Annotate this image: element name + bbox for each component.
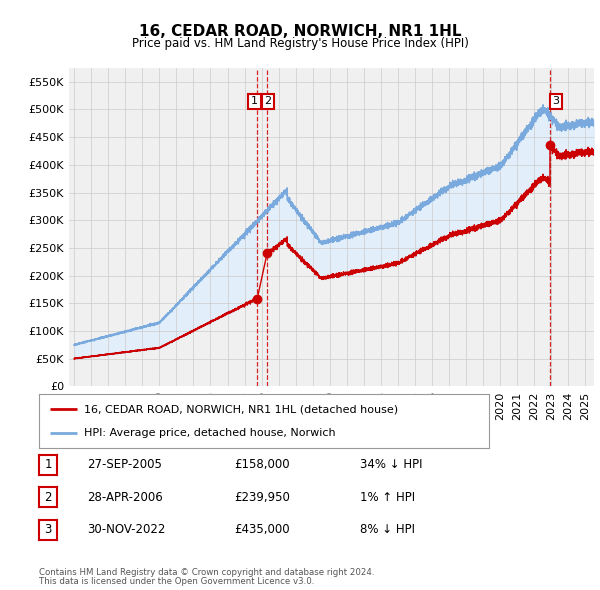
Text: Price paid vs. HM Land Registry's House Price Index (HPI): Price paid vs. HM Land Registry's House … (131, 37, 469, 50)
Text: 3: 3 (44, 523, 52, 536)
Text: 1: 1 (44, 458, 52, 471)
Text: 3: 3 (553, 96, 559, 106)
Text: £435,000: £435,000 (234, 523, 290, 536)
Text: 8% ↓ HPI: 8% ↓ HPI (360, 523, 415, 536)
Text: This data is licensed under the Open Government Licence v3.0.: This data is licensed under the Open Gov… (39, 577, 314, 586)
Text: 2: 2 (265, 96, 271, 106)
Text: 16, CEDAR ROAD, NORWICH, NR1 1HL: 16, CEDAR ROAD, NORWICH, NR1 1HL (139, 24, 461, 38)
Text: Contains HM Land Registry data © Crown copyright and database right 2024.: Contains HM Land Registry data © Crown c… (39, 568, 374, 577)
Text: 27-SEP-2005: 27-SEP-2005 (87, 458, 162, 471)
Text: £158,000: £158,000 (234, 458, 290, 471)
Text: HPI: Average price, detached house, Norwich: HPI: Average price, detached house, Norw… (84, 428, 335, 438)
Text: 16, CEDAR ROAD, NORWICH, NR1 1HL (detached house): 16, CEDAR ROAD, NORWICH, NR1 1HL (detach… (84, 404, 398, 414)
Text: 28-APR-2006: 28-APR-2006 (87, 491, 163, 504)
Text: £239,950: £239,950 (234, 491, 290, 504)
Text: 1% ↑ HPI: 1% ↑ HPI (360, 491, 415, 504)
Text: 34% ↓ HPI: 34% ↓ HPI (360, 458, 422, 471)
Text: 2: 2 (44, 491, 52, 504)
Text: 30-NOV-2022: 30-NOV-2022 (87, 523, 166, 536)
Text: 1: 1 (251, 96, 258, 106)
